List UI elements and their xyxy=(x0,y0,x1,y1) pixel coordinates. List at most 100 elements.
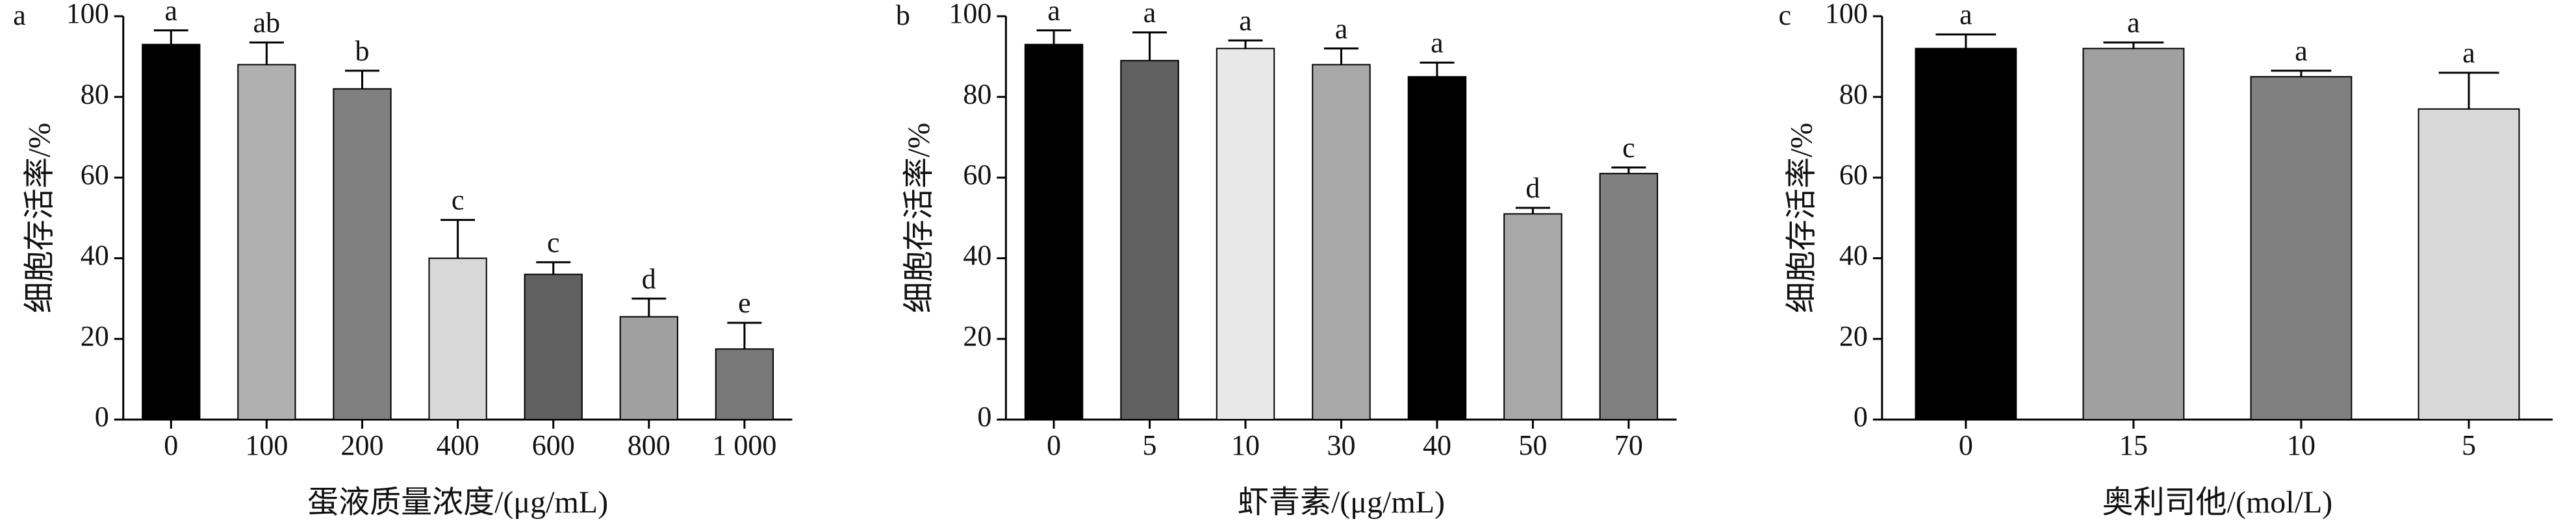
significance-label: a xyxy=(1047,0,1060,27)
bar xyxy=(1024,44,1084,421)
y-axis-title: 细胞存活率/% xyxy=(902,123,936,313)
bar xyxy=(524,273,583,420)
significance-label: a xyxy=(1143,0,1156,29)
significance-label: e xyxy=(738,287,751,319)
bar xyxy=(142,44,201,421)
error-bar xyxy=(2438,71,2499,109)
significance-label: c xyxy=(1622,132,1635,164)
x-axis-title: 蛋液质量浓度/(μg/mL) xyxy=(307,485,608,520)
x-tick-label: 10 xyxy=(1231,429,1260,461)
error-bar xyxy=(1611,166,1646,174)
error-bar xyxy=(727,322,762,349)
bar xyxy=(2250,76,2353,420)
y-tick-label: 40 xyxy=(1839,240,1868,271)
error-bar xyxy=(2271,69,2332,77)
x-tick-label: 5 xyxy=(1143,429,1157,461)
bar xyxy=(2082,47,2185,421)
x-tick-label: 30 xyxy=(1327,429,1355,461)
y-axis-title: 细胞存活率/% xyxy=(1785,123,1819,313)
y-tick-label: 60 xyxy=(81,158,109,190)
y-tick-label: 80 xyxy=(1839,78,1868,110)
y-axis-title: 细胞存活率/% xyxy=(23,123,57,313)
x-tick-label: 5 xyxy=(2462,429,2476,461)
significance-label: a xyxy=(165,0,178,27)
bar xyxy=(333,88,392,420)
y-tick-label: 40 xyxy=(81,240,109,271)
significance-label: a xyxy=(1959,0,1972,31)
error-bar xyxy=(1515,207,1550,214)
y-tick-label: 20 xyxy=(1839,320,1868,352)
error-bar xyxy=(1036,29,1071,45)
y-tick-label: 20 xyxy=(81,320,109,352)
x-tick-label: 1 000 xyxy=(712,429,776,461)
significance-label: a xyxy=(1431,27,1444,59)
bar xyxy=(1216,47,1275,421)
y-tick-label: 100 xyxy=(949,0,991,29)
significance-label: a xyxy=(2462,37,2475,69)
y-tick-label: 0 xyxy=(1854,401,1868,433)
y-tick-label: 40 xyxy=(963,240,991,271)
bar xyxy=(1599,173,1659,420)
error-bar xyxy=(631,297,667,317)
x-tick-label: 40 xyxy=(1423,429,1451,461)
x-tick-label: 200 xyxy=(341,429,384,461)
error-bar xyxy=(440,219,476,259)
bar xyxy=(2417,108,2520,421)
significance-label: a xyxy=(2127,6,2140,38)
significance-label: a xyxy=(1239,5,1252,36)
x-tick-label: 400 xyxy=(437,429,479,461)
significance-label: d xyxy=(642,263,656,295)
y-tick-label: 0 xyxy=(977,401,991,433)
y-tick-label: 20 xyxy=(963,320,991,352)
x-axis-title: 奥利司他/(mol/L) xyxy=(2102,485,2333,520)
bar xyxy=(1120,60,1179,420)
x-tick-label: 800 xyxy=(628,429,670,461)
bar xyxy=(1312,64,1371,420)
y-tick-label: 100 xyxy=(66,0,109,29)
significance-label: d xyxy=(1525,172,1540,204)
x-axis-title: 虾青素/(μg/mL) xyxy=(1238,485,1445,520)
x-tick-label: 10 xyxy=(2287,429,2315,461)
bar xyxy=(1407,76,1467,420)
error-bar xyxy=(1935,33,1996,49)
y-tick-label: 0 xyxy=(95,401,109,433)
x-tick-label: 0 xyxy=(1047,429,1061,461)
error-bar xyxy=(153,29,188,45)
error-bar xyxy=(1228,39,1263,49)
significance-label: c xyxy=(547,227,560,259)
x-tick-label: 70 xyxy=(1614,429,1643,461)
significance-label: c xyxy=(452,184,465,216)
x-tick-label: 600 xyxy=(532,429,575,461)
bar xyxy=(1915,47,2017,421)
error-bar xyxy=(2103,41,2164,49)
error-bar xyxy=(1323,47,1359,65)
significance-label: b xyxy=(355,35,370,67)
panel-label: a xyxy=(13,0,26,31)
error-bar xyxy=(1132,31,1167,61)
significance-label: a xyxy=(1335,13,1348,45)
panel-label: c xyxy=(1778,0,1791,31)
error-bar xyxy=(345,69,379,89)
bar xyxy=(619,316,678,420)
error-bar xyxy=(249,41,284,65)
error-bar xyxy=(536,261,571,275)
y-tick-label: 80 xyxy=(963,78,991,110)
x-tick-label: 0 xyxy=(164,429,178,461)
y-tick-label: 60 xyxy=(963,158,991,190)
y-tick-label: 60 xyxy=(1839,158,1868,190)
significance-label: a xyxy=(2295,35,2308,67)
bar xyxy=(237,64,296,420)
bar xyxy=(1503,213,1562,420)
error-bar xyxy=(1420,61,1455,77)
bar xyxy=(715,348,774,421)
bar xyxy=(428,257,487,420)
x-tick-label: 100 xyxy=(245,429,288,461)
significance-label: ab xyxy=(253,6,281,38)
y-tick-label: 80 xyxy=(81,78,109,110)
x-tick-label: 50 xyxy=(1518,429,1547,461)
y-tick-label: 100 xyxy=(1825,0,1868,29)
x-tick-label: 0 xyxy=(1959,429,1973,461)
panel-label: b xyxy=(896,0,910,31)
x-tick-label: 15 xyxy=(2119,429,2148,461)
